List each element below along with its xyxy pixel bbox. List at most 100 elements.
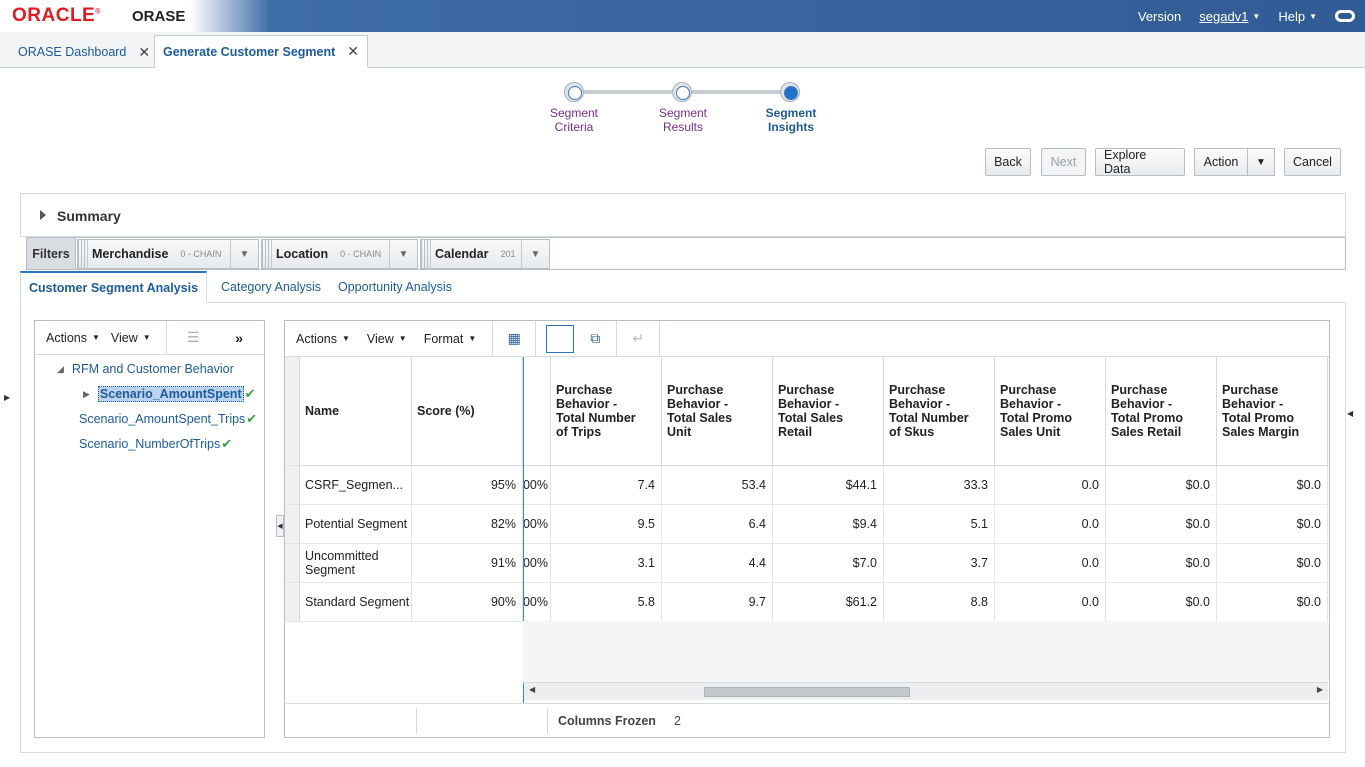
train-stop-results[interactable] [672, 82, 692, 102]
cell-sales-unit[interactable]: 4.4 [662, 544, 773, 583]
row-header[interactable] [285, 505, 300, 544]
row-header[interactable] [285, 466, 300, 505]
table-actions-menu[interactable]: Actions ▼ [296, 331, 350, 346]
cell-promo-margin[interactable]: $0.0 [1217, 544, 1328, 583]
action-dropdown[interactable]: ▼ [1248, 148, 1275, 176]
cell-sales-retail[interactable]: $9.4 [773, 505, 884, 544]
right-edge-expand-icon[interactable]: ◀ [1347, 409, 1354, 418]
train-stop-insights[interactable] [780, 82, 800, 102]
cell-score[interactable]: 82% [412, 505, 523, 544]
scroll-right-icon[interactable]: ▶ [1316, 685, 1323, 694]
cell-name[interactable]: Standard Segment [300, 583, 412, 622]
tab-category-analysis[interactable]: Category Analysis [221, 280, 322, 294]
close-icon[interactable]: ✕ [138, 43, 151, 60]
left-edge-expand-icon[interactable]: ▶ [4, 393, 11, 402]
expand-triangle-icon[interactable]: ▶ [83, 388, 90, 399]
cell-promo-unit[interactable]: 0.0 [995, 466, 1106, 505]
cell-partial[interactable]: 00% [523, 466, 551, 505]
freeze-icon[interactable] [546, 324, 575, 353]
cell-sales-retail[interactable]: $61.2 [773, 583, 884, 622]
cell-promo-unit[interactable]: 0.0 [995, 505, 1106, 544]
cell-score[interactable]: 95% [412, 466, 523, 505]
cell-sales-retail[interactable]: $7.0 [773, 544, 884, 583]
user-menu[interactable]: segadv1 ▼ [1199, 8, 1261, 24]
drag-handle-icon[interactable] [421, 240, 431, 268]
cell-partial[interactable]: 00% [523, 505, 551, 544]
collapse-all-icon[interactable]: ☰ [186, 329, 200, 345]
filter-location[interactable]: Location 0 - CHAIN ▼ [261, 239, 418, 269]
cell-promo-margin[interactable]: $0.0 [1217, 583, 1328, 622]
drag-handle-icon[interactable] [78, 240, 88, 268]
tree-view-menu[interactable]: View ▼ [110, 330, 151, 345]
panel-splitter[interactable]: ◀ [276, 515, 284, 537]
cell-skus[interactable]: 8.8 [884, 583, 995, 622]
cell-promo-margin[interactable]: $0.0 [1217, 505, 1328, 544]
row-header[interactable] [285, 583, 300, 622]
tab-opportunity-analysis[interactable]: Opportunity Analysis [338, 280, 452, 294]
cell-score[interactable]: 91% [412, 544, 523, 583]
column-header-skus[interactable]: Purchase Behavior - Total Number of Skus [884, 357, 995, 466]
tab-orase-dashboard[interactable]: ORASE Dashboard ✕ [18, 43, 151, 60]
cell-trips[interactable]: 7.4 [551, 466, 662, 505]
tab-customer-segment-analysis[interactable]: Customer Segment Analysis [20, 271, 208, 303]
train-label-criteria[interactable]: Segment Criteria [549, 106, 599, 134]
cell-sales-unit[interactable]: 6.4 [662, 505, 773, 544]
cell-skus[interactable]: 3.7 [884, 544, 995, 583]
column-header-score[interactable]: Score (%) [412, 357, 523, 466]
export-to-excel-icon[interactable]: ▦ [507, 330, 521, 346]
cell-sales-unit[interactable]: 53.4 [662, 466, 773, 505]
tree-actions-menu[interactable]: Actions ▼ [46, 330, 100, 345]
horizontal-scrollbar[interactable]: ◀ ▶ [524, 682, 1328, 700]
wrap-icon[interactable]: ↵ [632, 330, 645, 346]
cell-skus[interactable]: 5.1 [884, 505, 995, 544]
scroll-left-icon[interactable]: ◀ [529, 685, 536, 694]
train-label-insights[interactable]: Segment Insights [765, 106, 817, 134]
summary-section[interactable]: Summary [20, 193, 1346, 237]
table-view-menu[interactable]: View ▼ [366, 331, 407, 346]
collapse-triangle-icon[interactable]: ◢ [57, 363, 64, 374]
cell-skus[interactable]: 33.3 [884, 466, 995, 505]
tree-node-scenario-numberoftrips[interactable]: Scenario_NumberOfTrips ✔ [79, 436, 233, 451]
column-header-promo-retail[interactable]: Purchase Behavior - Total Promo Sales Re… [1106, 357, 1217, 466]
explore-data-button[interactable]: Explore Data [1095, 148, 1185, 176]
column-header-name[interactable]: Name [300, 357, 412, 466]
version-link[interactable]: Version [1137, 8, 1182, 24]
close-icon[interactable]: ✕ [347, 43, 360, 59]
cell-promo-unit[interactable]: 0.0 [995, 544, 1106, 583]
filter-calendar[interactable]: Calendar 201 ▼ [420, 239, 550, 269]
cell-promo-retail[interactable]: $0.0 [1106, 466, 1217, 505]
tree-node-scenario-amountspent[interactable]: ▶ Scenario_AmountSpent ✔ [83, 386, 256, 402]
cell-promo-retail[interactable]: $0.0 [1106, 544, 1217, 583]
cancel-button[interactable]: Cancel [1284, 148, 1341, 176]
cell-partial[interactable]: 00% [523, 544, 551, 583]
cell-promo-margin[interactable]: $0.0 [1217, 466, 1328, 505]
expand-triangle-icon[interactable] [40, 210, 46, 220]
tab-generate-customer-segment[interactable]: Generate Customer Segment ✕ [154, 35, 369, 68]
column-header-sales-retail[interactable]: Purchase Behavior - Total Sales Retail [773, 357, 884, 466]
chevron-down-icon[interactable]: ▼ [230, 240, 258, 268]
cell-promo-retail[interactable]: $0.0 [1106, 583, 1217, 622]
tree-node-scenario-amountspent-trips[interactable]: Scenario_AmountSpent_Trips ✔ [79, 411, 258, 426]
column-header-sales-unit[interactable]: Purchase Behavior - Total Sales Unit [662, 357, 773, 466]
filter-merchandise[interactable]: Merchandise 0 - CHAIN ▼ [77, 239, 259, 269]
row-header[interactable] [285, 544, 300, 583]
action-button[interactable]: Action [1194, 148, 1248, 176]
scroll-thumb[interactable] [704, 687, 910, 697]
cell-sales-unit[interactable]: 9.7 [662, 583, 773, 622]
cell-name[interactable]: Uncommitted Segment [300, 544, 412, 583]
drag-handle-icon[interactable] [262, 240, 272, 268]
cell-partial[interactable]: 00% [523, 583, 551, 622]
cell-score[interactable]: 90% [412, 583, 523, 622]
back-button[interactable]: Back [985, 148, 1031, 176]
detach-icon[interactable]: ⧉ [590, 330, 601, 346]
cell-sales-retail[interactable]: $44.1 [773, 466, 884, 505]
cell-name[interactable]: CSRF_Segmen... [300, 466, 412, 505]
overflow-icon[interactable]: » [235, 329, 244, 346]
train-stop-criteria[interactable] [564, 82, 584, 102]
cell-promo-unit[interactable]: 0.0 [995, 583, 1106, 622]
chevron-down-icon[interactable]: ▼ [521, 240, 549, 268]
cell-trips[interactable]: 9.5 [551, 505, 662, 544]
cell-name[interactable]: Potential Segment [300, 505, 412, 544]
column-header-trips[interactable]: Purchase Behavior - Total Number of Trip… [551, 357, 662, 466]
cell-trips[interactable]: 3.1 [551, 544, 662, 583]
